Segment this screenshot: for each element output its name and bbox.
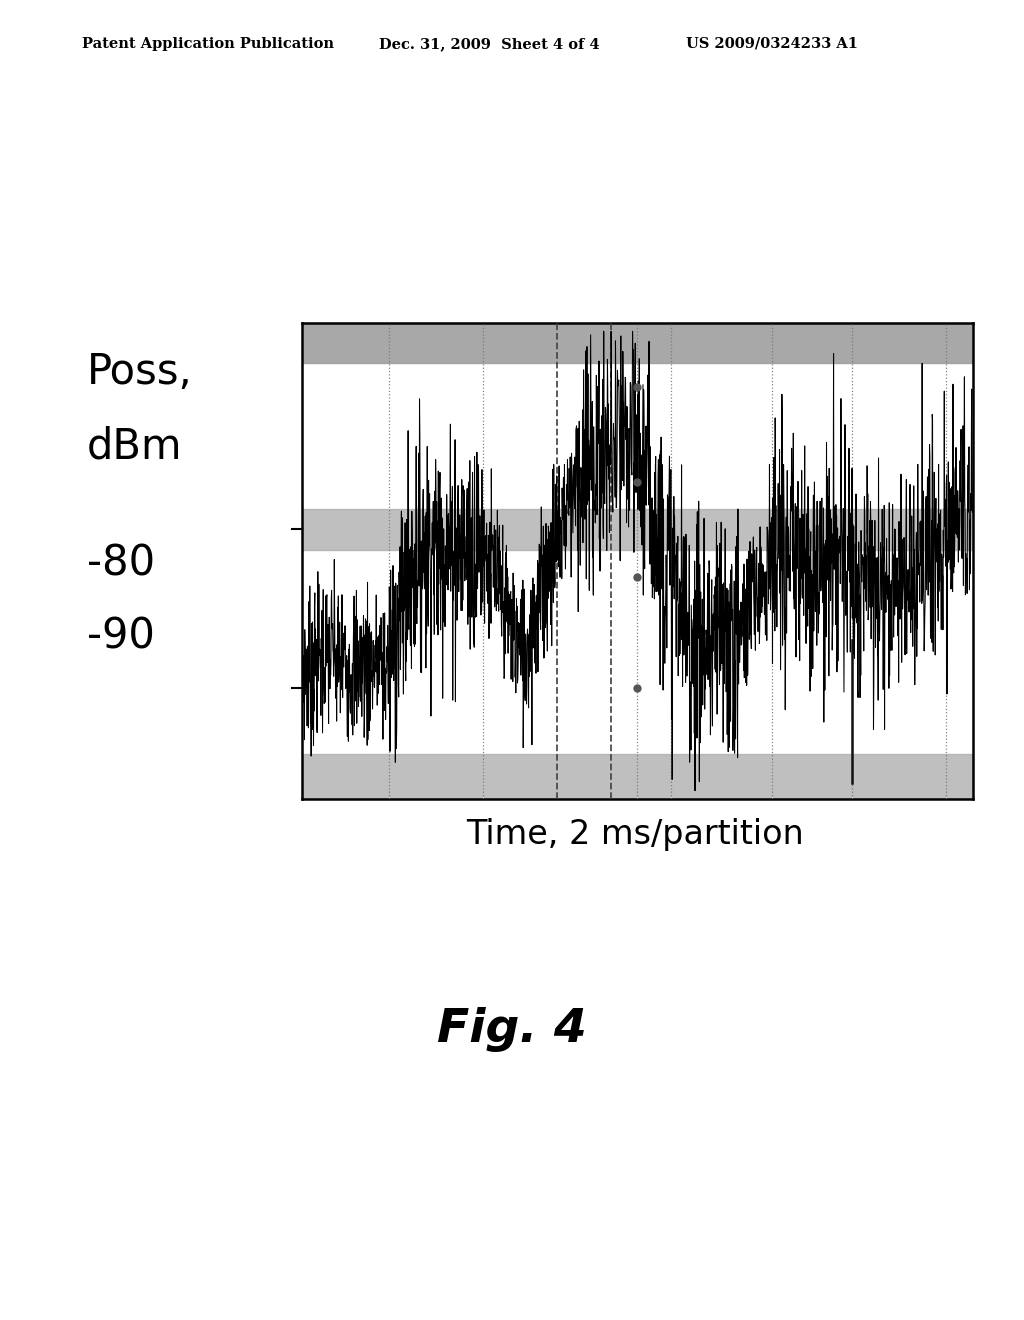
Text: US 2009/0324233 A1: US 2009/0324233 A1 [686, 37, 858, 51]
Text: Poss,: Poss, [87, 351, 193, 393]
Text: -90: -90 [87, 615, 155, 657]
Bar [302, 323, 973, 363]
Text: -80: -80 [87, 543, 156, 585]
Text: dBm: dBm [87, 425, 182, 467]
Text: Time, 2 ms/partition: Time, 2 ms/partition [466, 817, 804, 851]
Bar [302, 754, 973, 799]
Text: Fig. 4: Fig. 4 [437, 1007, 587, 1052]
Text: Patent Application Publication: Patent Application Publication [82, 37, 334, 51]
Bar [302, 508, 973, 550]
Text: Dec. 31, 2009  Sheet 4 of 4: Dec. 31, 2009 Sheet 4 of 4 [379, 37, 599, 51]
